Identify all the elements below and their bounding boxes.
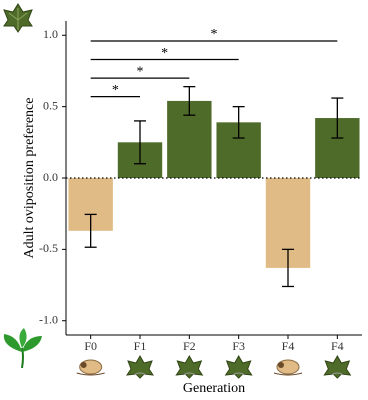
- y-tick-label: 0.0: [43, 170, 58, 184]
- x-tick-label: F1: [134, 339, 147, 353]
- x-tick-label: F4: [331, 339, 344, 353]
- leaf-icon: [125, 354, 155, 379]
- seedling-icon: [3, 328, 42, 369]
- icon-part: [323, 354, 352, 379]
- error-bar: [183, 86, 196, 116]
- error-bar: [84, 213, 97, 248]
- y-tick-label: 1.0: [43, 27, 58, 41]
- leaf-icon: [175, 354, 204, 379]
- x-tick-label: F3: [232, 339, 245, 353]
- significance-label: *: [161, 46, 168, 61]
- icon-part: [133, 372, 147, 376]
- x-tick-label: F2: [183, 339, 196, 353]
- icon-part: [76, 372, 105, 376]
- larva-icon: [76, 359, 105, 376]
- y-tick-label: -1.0: [39, 312, 58, 326]
- icon-part: [331, 372, 344, 376]
- x-tick-label: F0: [84, 339, 97, 353]
- significance-label: *: [137, 64, 144, 79]
- error-bar: [232, 105, 245, 139]
- larva-icon: [273, 359, 303, 376]
- error-bar: [331, 97, 344, 139]
- leaf-icon: [323, 354, 352, 379]
- icon-part: [278, 362, 284, 368]
- error-bar: [134, 120, 146, 165]
- significance-label: *: [211, 27, 218, 42]
- icon-part: [125, 354, 155, 379]
- y-axis-label: Adult oviposition preference: [22, 98, 37, 259]
- significance-label: *: [112, 83, 119, 98]
- icon-part: [80, 362, 87, 368]
- error-bar: [282, 248, 294, 288]
- icon-part: [175, 354, 204, 379]
- leaf-icon: [224, 354, 253, 379]
- ivy-leaf-icon: [3, 3, 33, 33]
- icon-part: [224, 354, 253, 379]
- y-tick-label: -0.5: [39, 241, 58, 255]
- y-tick-label: 0.5: [43, 98, 58, 112]
- icon-part: [273, 372, 303, 376]
- x-axis-label: Generation: [183, 381, 245, 396]
- x-tick-label: F4: [282, 339, 295, 353]
- icon-part: [232, 372, 245, 376]
- icon-part: [183, 372, 196, 376]
